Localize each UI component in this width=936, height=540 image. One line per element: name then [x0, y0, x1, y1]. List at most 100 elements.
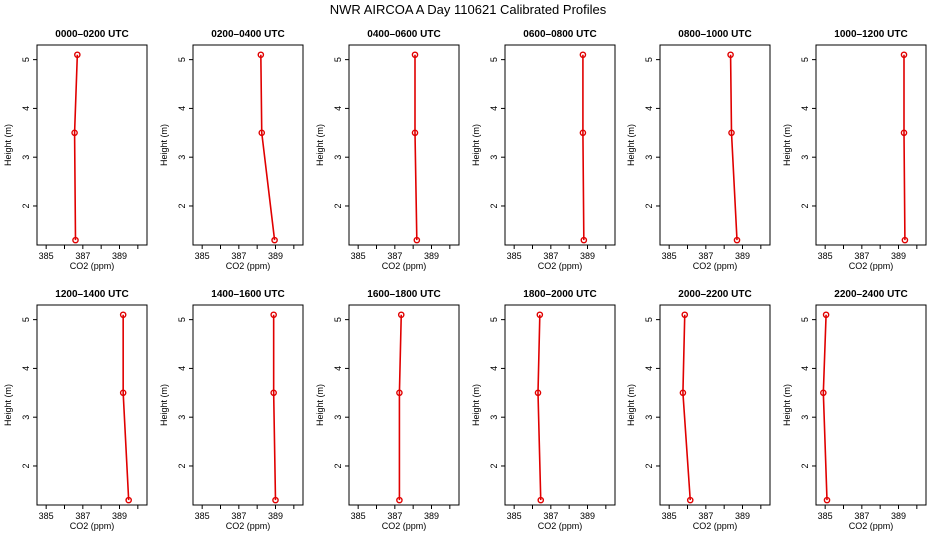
- profile-line: [682, 314, 692, 501]
- y-tick-label: 4: [800, 366, 810, 371]
- profile-panel: 1600–1800 UTC 385 387 389 2 3 4 5 CO2 (ppm) Heigh…: [315, 289, 460, 531]
- y-tick-label: 2: [644, 463, 654, 468]
- x-tick-label: 387: [387, 511, 402, 521]
- profile-line: [537, 314, 542, 501]
- x-tick-label: 385: [818, 251, 833, 261]
- x-axis-label: CO2 (ppm): [382, 521, 427, 531]
- x-tick-label: 385: [662, 251, 677, 261]
- data-point: [72, 236, 79, 244]
- panel-title: 1400–1600 UTC: [211, 289, 284, 300]
- profile-panel: 0200–0400 UTC 385 387 389 2 3 4 5 CO2 (ppm) Heigh…: [159, 29, 304, 271]
- x-tick-label: 385: [39, 251, 54, 261]
- profile-panel: 1200–1400 UTC 385 387 389 2 3 4 5 CO2 (ppm) Heigh…: [3, 289, 148, 531]
- y-tick-label: 5: [644, 317, 654, 322]
- data-point: [125, 496, 132, 504]
- y-tick-label: 5: [333, 57, 343, 62]
- y-axis-label: Height (m): [315, 384, 325, 426]
- plot-frame: [36, 44, 148, 246]
- x-axis-label: CO2 (ppm): [849, 521, 894, 531]
- profile-line: [729, 54, 738, 241]
- y-tick-label: 4: [333, 106, 343, 111]
- y-tick-label: 5: [489, 57, 499, 62]
- x-axis-label: CO2 (ppm): [226, 521, 271, 531]
- plot-frame: [348, 44, 460, 246]
- plot-frame: [659, 44, 771, 246]
- x-tick-label: 385: [507, 511, 522, 521]
- y-tick-label: 2: [21, 203, 31, 208]
- x-tick-label: 387: [854, 251, 869, 261]
- data-point: [270, 389, 277, 397]
- y-axis-label: Height (m): [782, 124, 792, 166]
- plot-frame: [815, 304, 927, 506]
- data-point: [258, 129, 266, 137]
- profile-line: [260, 54, 276, 241]
- panel-title: 0800–1000 UTC: [678, 29, 751, 40]
- x-tick-label: 385: [195, 251, 210, 261]
- y-tick-label: 3: [21, 415, 31, 420]
- y-axis-label: Height (m): [3, 384, 13, 426]
- x-tick-label: 389: [580, 511, 595, 521]
- y-tick-label: 2: [800, 203, 810, 208]
- y-tick-label: 4: [333, 366, 343, 371]
- plot-frame: [659, 304, 771, 506]
- y-tick-label: 2: [177, 463, 187, 468]
- y-tick-label: 4: [21, 106, 31, 111]
- plot-frame: [504, 44, 616, 246]
- data-point: [579, 51, 587, 59]
- y-tick-label: 2: [489, 203, 499, 208]
- data-point: [74, 51, 81, 59]
- y-tick-label: 5: [333, 317, 343, 322]
- x-tick-label: 387: [543, 511, 558, 521]
- data-point: [579, 129, 587, 137]
- panel-title: 0600–0800 UTC: [523, 29, 596, 40]
- data-point: [681, 311, 689, 319]
- panel-title: 1800–2000 UTC: [523, 289, 596, 300]
- y-axis-label: Height (m): [471, 384, 481, 426]
- data-point: [411, 129, 419, 137]
- data-point: [411, 51, 419, 59]
- x-axis-label: CO2 (ppm): [70, 521, 115, 531]
- data-point: [534, 389, 542, 397]
- profile-line: [822, 314, 828, 501]
- plot-frame: [192, 304, 304, 506]
- data-point: [820, 389, 827, 397]
- panel-title: 0200–0400 UTC: [211, 29, 284, 40]
- profile-panel: 2200–2400 UTC 385 387 389 2 3 4 5 CO2 (ppm) Heigh…: [782, 289, 927, 531]
- y-tick-label: 4: [644, 366, 654, 371]
- y-tick-label: 2: [800, 463, 810, 468]
- data-point: [257, 51, 265, 59]
- chart-title: NWR AIRCOA A Day 110621 Calibrated Profi…: [330, 2, 607, 17]
- y-tick-label: 3: [333, 155, 343, 160]
- x-tick-label: 389: [268, 511, 283, 521]
- x-tick-label: 387: [387, 251, 402, 261]
- y-axis-label: Height (m): [3, 124, 13, 166]
- data-point: [71, 129, 78, 137]
- y-tick-label: 3: [489, 415, 499, 420]
- data-point: [686, 496, 694, 504]
- x-tick-label: 387: [231, 511, 246, 521]
- plot-frame: [348, 304, 460, 506]
- data-point: [396, 496, 403, 504]
- data-point: [823, 496, 831, 504]
- panel-title: 1200–1400 UTC: [55, 289, 128, 300]
- x-tick-label: 385: [507, 251, 522, 261]
- y-tick-label: 3: [489, 155, 499, 160]
- data-point: [119, 311, 127, 319]
- x-tick-label: 389: [112, 511, 127, 521]
- x-axis-label: CO2 (ppm): [226, 261, 271, 271]
- y-tick-label: 3: [333, 415, 343, 420]
- y-tick-label: 2: [177, 203, 187, 208]
- x-tick-label: 389: [580, 251, 595, 261]
- profile-panels: 0000–0200 UTC 385 387 389 2 3 4 5 CO2 (ppm) Heigh…: [3, 29, 927, 531]
- x-tick-label: 387: [698, 511, 713, 521]
- data-point: [536, 311, 544, 319]
- x-tick-label: 387: [854, 511, 869, 521]
- x-tick-label: 385: [818, 511, 833, 521]
- y-axis-label: Height (m): [315, 124, 325, 166]
- x-axis-label: CO2 (ppm): [849, 261, 894, 271]
- x-tick-label: 385: [39, 511, 54, 521]
- y-axis-label: Height (m): [782, 384, 792, 426]
- panel-title: 0400–0600 UTC: [367, 29, 440, 40]
- profile-panel: 1000–1200 UTC 385 387 389 2 3 4 5 CO2 (ppm) Heigh…: [782, 29, 927, 271]
- x-tick-label: 385: [662, 511, 677, 521]
